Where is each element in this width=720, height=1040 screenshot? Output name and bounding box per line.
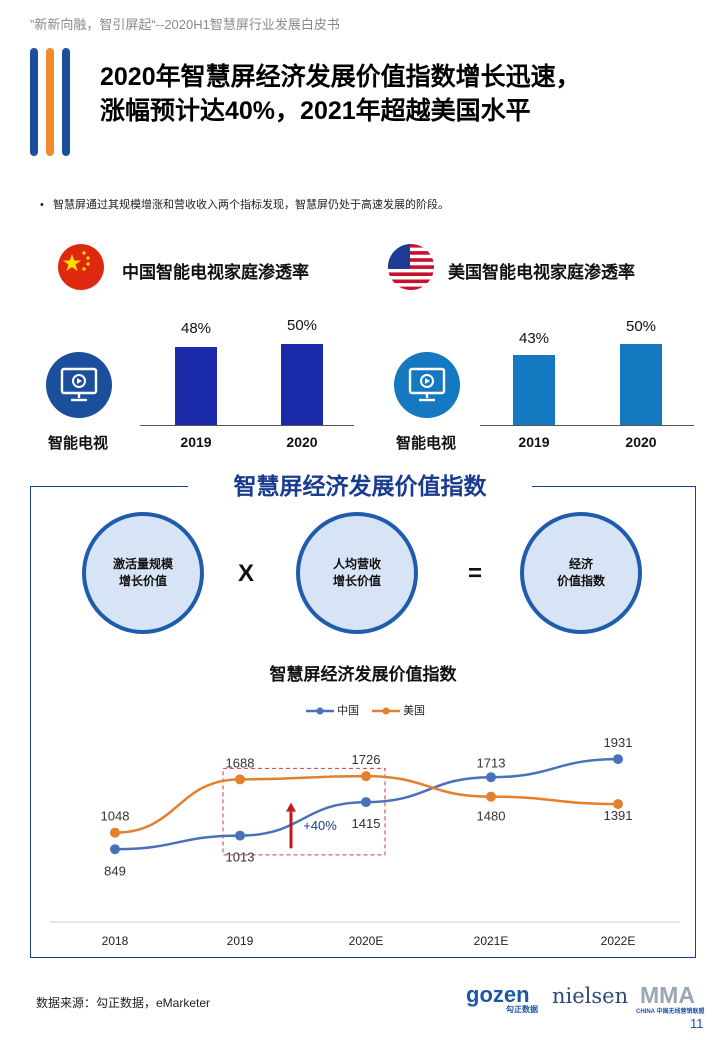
bullet-text: • 智慧屏通过其规模增涨和营收收入两个指标发现，智慧屏仍处于高速发展的阶段。 [40,199,450,211]
decor-bar-blue-2 [62,48,70,156]
circle1-line2: 增长价值 [118,574,167,588]
us-bar-2020 [620,344,662,425]
data-label: 849 [104,863,126,878]
decor-bar-blue [30,48,38,156]
us-section-label: 美国智能电视家庭渗透率 [448,263,635,282]
us-bar-value-2020: 50% [625,318,657,335]
china-baseline [140,425,354,426]
growth-arrow-head [286,802,296,812]
line-chart: 2018 2019 2020E 2021E 2022E 849 1013 1415 1713 19… [50,735,680,948]
china-smart-tv-icon [46,352,112,418]
us-category-2020: 2020 [625,434,657,450]
formula-circle-revenue: 人均营收 增长价值 [296,512,418,634]
circle3-line1: 经济 [568,557,593,571]
nielsen-logo: nielsen [552,984,629,1008]
china-section-label: 中国智能电视家庭渗透率 [122,263,309,282]
series-point [486,772,496,783]
circle2-line2: 增长价值 [332,574,381,588]
china-bar-value-2019: 48% [180,320,212,337]
data-label: 1713 [477,755,506,770]
title-line-1: 2020年智慧屏经济发展价值指数增长迅速， [100,63,581,91]
multiply-operator: X [238,560,255,587]
data-label: 1688 [226,755,255,770]
series-point [110,827,120,838]
china-bar-2019 [175,347,217,425]
page-number: 11 [690,1016,704,1031]
series-point [110,844,120,855]
legend-china-marker [306,707,334,715]
x-tick-label: 2019 [227,934,254,948]
gozen-logo: gozen [466,982,530,1007]
series-point [613,754,623,765]
x-tick-label: 2021E [474,934,509,948]
gozen-logo-subtitle: 勾正数据 [506,1005,538,1014]
series-point [235,830,245,841]
data-label: 1013 [226,850,255,865]
data-label: 1480 [477,809,506,824]
data-source: 数据来源：勾正数据，eMarketer [36,996,211,1010]
china-category-2019: 2019 [180,434,212,450]
mma-logo-subtitle: CHINA 中国无线营销联盟 [636,1009,705,1015]
china-bar-value-2020: 50% [286,317,318,334]
series-point [613,799,623,810]
legend-china: 中国 [306,702,359,718]
x-tick-label: 2020E [349,934,384,948]
decor-bar-orange [46,48,54,156]
data-label: 1931 [604,735,633,750]
page-title: 2020年智慧屏经济发展价值指数增长迅速， 涨幅预计达40%，2021年超越美国… [100,60,581,128]
circle2-line1: 人均营收 [332,557,381,571]
data-label: 1391 [604,808,633,823]
title-line-2: 涨幅预计达40%，2021年超越美国水平 [100,97,531,125]
growth-annotation: +40% [303,818,337,833]
us-flag-icon [388,244,434,290]
growth-highlight-box [222,767,386,856]
series-point [235,774,245,785]
formula-circle-index: 经济 价值指数 [520,512,642,634]
us-bar-value-2019: 43% [518,330,550,347]
us-baseline [480,425,694,426]
data-label: 1726 [352,752,381,767]
china-flag-icon [58,244,104,290]
series-point [361,797,371,808]
us-smart-tv-icon [394,352,460,418]
circle1-line1: 激活量规模 [112,557,173,571]
legend-us: 美国 [372,702,425,718]
mma-logo: MMA [640,982,695,1008]
data-label: 1415 [352,816,381,831]
china-bar-2020 [281,344,323,425]
us-bar-2019 [513,355,555,425]
china-tv-label: 智能电视 [48,435,109,452]
circle3-line2: 价值指数 [556,574,605,588]
series-point [361,771,371,782]
us-category-2019: 2019 [518,434,550,450]
china-category-2020: 2020 [286,434,318,450]
x-tick-label: 2022E [601,934,636,948]
line-chart-title: 智慧屏经济发展价值指数 [269,665,457,684]
x-tick-label: 2018 [102,934,129,948]
series-point [486,791,496,802]
formula-circle-activation: 激活量规模 增长价值 [82,512,204,634]
data-label: 1048 [101,809,130,824]
us-tv-label: 智能电视 [396,435,457,452]
equals-operator: = [468,560,483,587]
legend-us-marker [372,707,400,715]
document-header-note: ”新新向融，智引屏起“--2020H1智慧屏行业发展白皮书 [30,17,340,32]
index-panel-title: 智慧屏经济发展价值指数 [188,470,532,502]
